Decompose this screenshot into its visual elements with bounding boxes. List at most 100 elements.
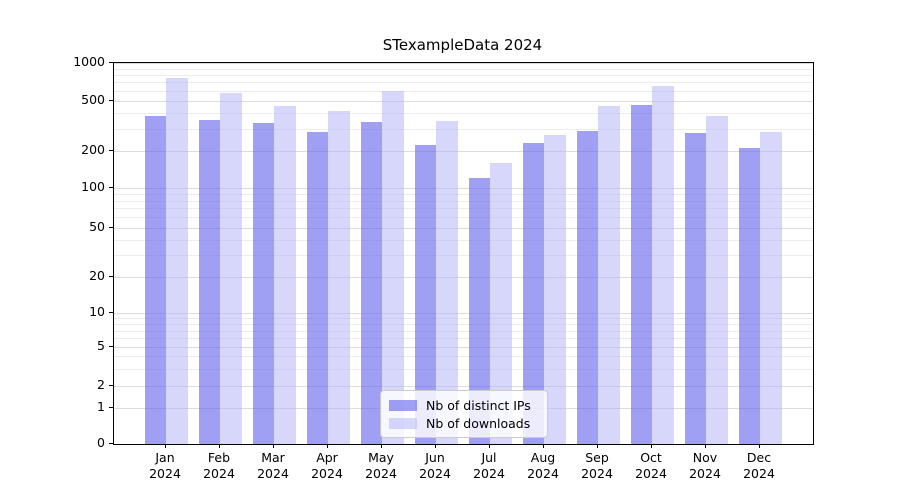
gridline-minor — [114, 255, 813, 257]
x-tick-mark — [543, 444, 545, 448]
plot-area — [113, 62, 814, 445]
x-tick-label-apr: Apr 2024 — [311, 450, 343, 481]
gridline-minor — [114, 356, 813, 358]
x-tick-label-jun: Jun 2024 — [419, 450, 451, 481]
y-tick-label-200: 200 — [81, 142, 105, 157]
x-tick-label-jan: Jan 2024 — [149, 450, 181, 481]
bar-distinct-ips-oct — [630, 104, 652, 444]
y-tick-mark — [109, 150, 113, 152]
y-tick-label-5: 5 — [97, 338, 105, 353]
x-tick-label-mar: Mar 2024 — [257, 450, 289, 481]
y-tick-mark — [109, 99, 113, 101]
legend-item-downloads: Nb of downloads — [389, 415, 539, 431]
y-tick-mark — [109, 346, 113, 348]
legend-swatch-distinct-ips — [389, 399, 417, 411]
gridline-minor — [114, 217, 813, 219]
chart-title: STexampleData 2024 — [382, 36, 543, 54]
gridline-minor — [114, 82, 813, 84]
gridline-major — [114, 347, 813, 348]
gridline-minor — [114, 90, 813, 92]
bar-downloads-apr — [328, 111, 350, 444]
x-tick-mark — [327, 444, 329, 448]
y-tick-label-20: 20 — [89, 268, 105, 283]
bar-distinct-ips-nov — [684, 132, 706, 444]
x-tick-label-sep: Sep 2024 — [581, 450, 613, 481]
x-tick-mark — [435, 444, 437, 448]
y-tick-label-1000: 1000 — [73, 54, 105, 69]
bar-distinct-ips-jul — [468, 177, 490, 444]
legend: Nb of distinct IPs Nb of downloads — [380, 390, 548, 438]
bar-downloads-aug — [544, 134, 566, 444]
gridline-major — [114, 227, 813, 229]
x-tick-label-aug: Aug 2024 — [527, 450, 559, 481]
bar-distinct-ips-jan — [144, 115, 166, 444]
x-tick-label-jul: Jul 2024 — [473, 450, 505, 481]
bar-downloads-may — [382, 90, 404, 444]
bar-distinct-ips-may — [360, 121, 382, 444]
y-tick-label-100: 100 — [81, 179, 105, 194]
bar-distinct-ips-sep — [576, 130, 598, 444]
x-tick-mark — [651, 444, 653, 448]
y-tick-label-50: 50 — [89, 218, 105, 234]
bar-downloads-nov — [706, 115, 728, 444]
x-tick-label-may: May 2024 — [365, 450, 397, 481]
y-tick-mark — [109, 384, 113, 386]
gridline-minor — [114, 200, 813, 202]
y-tick-label-2: 2 — [97, 376, 105, 392]
gridline-minor — [114, 318, 813, 320]
y-tick-label-500: 500 — [81, 91, 105, 107]
legend-item-ips: Nb of distinct IPs — [389, 397, 539, 413]
gridline-major — [114, 63, 813, 64]
bar-downloads-dec — [760, 132, 782, 444]
bar-downloads-oct — [652, 85, 674, 444]
legend-label-distinct-ips: Nb of distinct IPs — [426, 397, 531, 413]
y-tick-mark — [109, 226, 113, 228]
y-tick-label-1: 1 — [97, 398, 105, 414]
x-tick-mark — [273, 444, 275, 448]
x-tick-mark — [381, 444, 383, 448]
gridline-minor — [114, 208, 813, 210]
x-tick-mark — [759, 444, 761, 448]
y-tick-label-10: 10 — [89, 304, 105, 319]
gridline-major — [114, 277, 813, 278]
gridline-minor — [114, 194, 813, 195]
x-tick-mark — [705, 444, 707, 448]
gridline-major — [114, 385, 813, 387]
y-tick-mark — [109, 406, 113, 408]
bar-downloads-jul — [490, 162, 512, 444]
x-tick-label-feb: Feb 2024 — [203, 450, 235, 481]
x-tick-mark — [597, 444, 599, 448]
gridline-minor — [114, 368, 813, 370]
bar-distinct-ips-feb — [198, 120, 220, 444]
bar-distinct-ips-aug — [522, 142, 544, 444]
gridline-major — [114, 188, 813, 189]
y-tick-mark — [109, 276, 113, 278]
bar-downloads-feb — [220, 92, 242, 444]
gridline-minor — [114, 128, 813, 130]
legend-label-downloads: Nb of downloads — [426, 415, 531, 431]
x-tick-label-dec: Dec 2024 — [743, 450, 775, 481]
y-tick-mark — [109, 62, 113, 64]
bar-downloads-jan — [166, 78, 188, 444]
gridline-major — [114, 313, 813, 314]
gridline-minor — [114, 75, 813, 77]
gridline-major — [114, 151, 813, 152]
x-tick-mark — [165, 444, 167, 448]
y-tick-mark — [109, 443, 113, 445]
bar-distinct-ips-apr — [306, 131, 328, 444]
bar-downloads-sep — [598, 105, 620, 444]
gridline-minor — [114, 338, 813, 340]
bar-distinct-ips-jun — [414, 145, 436, 444]
x-tick-mark — [219, 444, 221, 448]
x-tick-mark — [489, 444, 491, 448]
bar-distinct-ips-dec — [738, 148, 760, 444]
x-tick-label-oct: Oct 2024 — [635, 450, 667, 481]
gridline-minor — [114, 239, 813, 241]
y-tick-label-0: 0 — [97, 435, 105, 450]
gridline-major — [114, 100, 813, 102]
gridline-minor — [114, 323, 813, 325]
bar-distinct-ips-mar — [252, 122, 274, 444]
gridline-minor — [114, 330, 813, 332]
y-tick-mark — [109, 312, 113, 314]
